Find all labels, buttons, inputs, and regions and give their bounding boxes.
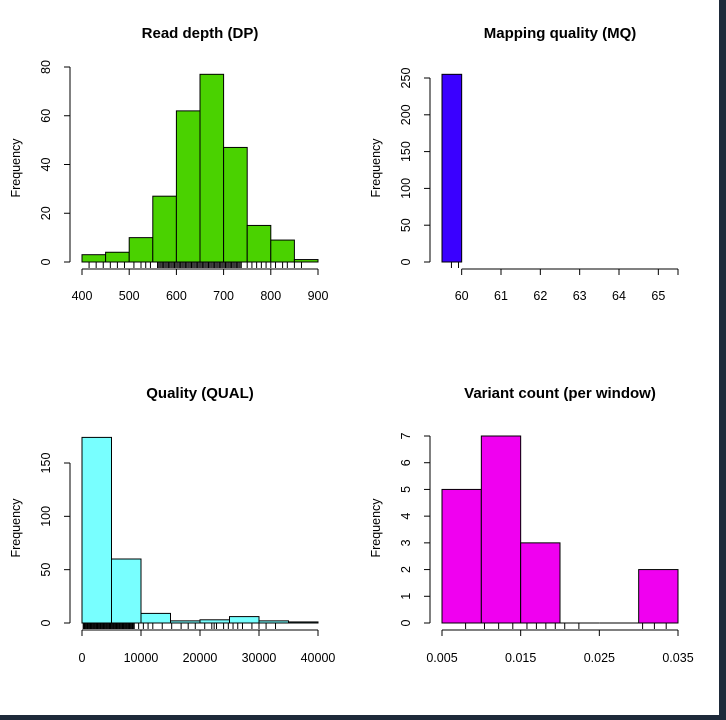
y-tick-label: 80 — [39, 60, 53, 74]
histogram-bar — [105, 251, 130, 263]
x-tick-label: 600 — [166, 289, 187, 303]
histogram-bar — [270, 239, 295, 263]
histogram-bar — [175, 110, 201, 263]
x-tick-label: 700 — [213, 289, 234, 303]
x-tick-label: 61 — [494, 289, 508, 303]
bars-layer — [441, 73, 463, 263]
histogram-bar — [223, 146, 248, 263]
y-tick-label: 7 — [399, 432, 413, 439]
y-tick-label: 3 — [399, 539, 413, 546]
histogram-bar — [258, 620, 289, 624]
panel-variant-count: Variant count (per window) Frequency 0.0… — [369, 385, 694, 665]
x-tick-label: 0.015 — [505, 651, 536, 665]
y-tick-label: 1 — [399, 593, 413, 600]
histogram-bar — [152, 195, 177, 263]
histogram-bar — [638, 569, 679, 624]
histogram-bar — [111, 558, 142, 624]
x-tick-label: 10000 — [124, 651, 159, 665]
axes-layer: 0.005 0.015 0.025 0.035 0 1 2 3 4 5 6 7 — [399, 432, 694, 665]
y-tick-label: 20 — [39, 206, 53, 220]
histogram-bar — [288, 621, 319, 624]
x-tick-label: 62 — [533, 289, 547, 303]
bars-layer — [81, 436, 319, 624]
panel-mapping-quality: Mapping quality (MQ) Frequency 60 61 62 63 6… — [369, 25, 679, 303]
x-tick-label: 0.025 — [584, 651, 615, 665]
y-tick-label: 100 — [399, 178, 413, 199]
histogram-bar — [480, 435, 522, 624]
x-tick-label: 0.035 — [662, 651, 693, 665]
x-tick-label: 0.005 — [426, 651, 457, 665]
y-tick-label: 100 — [39, 506, 53, 527]
axes-layer: 0 10000 20000 30000 40000 0 50 100 150 — [39, 453, 335, 665]
y-tick-label: 0 — [399, 258, 413, 265]
rug-layer — [465, 623, 667, 629]
y-tick-label: 6 — [399, 459, 413, 466]
y-axis-label: Frequency — [369, 498, 383, 558]
y-axis-label: Frequency — [9, 498, 23, 558]
y-axis-label: Frequency — [369, 138, 383, 198]
x-tick-label: 60 — [455, 289, 469, 303]
histogram-bar — [140, 612, 171, 624]
histogram-bar — [246, 224, 272, 263]
histogram-bar — [128, 237, 154, 263]
histogram-bar — [229, 616, 260, 624]
x-tick-label: 0 — [79, 651, 86, 665]
x-tick-label: 40000 — [301, 651, 336, 665]
y-tick-label: 4 — [399, 513, 413, 520]
y-tick-label: 50 — [399, 218, 413, 232]
y-tick-label: 0 — [399, 619, 413, 626]
y-tick-label: 60 — [39, 109, 53, 123]
histogram-bar — [441, 73, 463, 263]
panel-read-depth: Read depth (DP) Frequency 400 500 600 700 80… — [9, 25, 328, 303]
y-tick-label: 5 — [399, 486, 413, 493]
x-tick-label: 30000 — [242, 651, 277, 665]
bars-layer — [81, 73, 319, 263]
x-tick-label: 400 — [72, 289, 93, 303]
panel-quality: Quality (QUAL) Frequency 0 10000 20000 3000… — [9, 385, 335, 665]
rug-layer — [450, 262, 460, 268]
chart-title: Quality (QUAL) — [146, 385, 254, 402]
x-tick-label: 20000 — [183, 651, 218, 665]
y-tick-label: 50 — [39, 563, 53, 577]
y-tick-label: 150 — [399, 141, 413, 162]
x-tick-label: 500 — [119, 289, 140, 303]
y-tick-label: 0 — [39, 258, 53, 265]
histogram-bar — [293, 259, 319, 263]
rug-layer — [82, 623, 277, 629]
y-tick-label: 2 — [399, 566, 413, 573]
y-tick-label: 150 — [39, 453, 53, 474]
y-tick-label: 200 — [399, 104, 413, 125]
chart-title: Read depth (DP) — [142, 25, 259, 42]
axes-layer: 400 500 600 700 800 900 0 20 40 60 80 — [39, 60, 328, 303]
histogram-bar — [199, 73, 225, 263]
x-tick-label: 800 — [260, 289, 281, 303]
histogram-bar — [81, 254, 107, 263]
histogram-bar — [441, 488, 482, 624]
axes-layer: 60 61 62 63 64 65 0 50 100 150 200 250 — [399, 68, 679, 303]
y-tick-label: 250 — [399, 68, 413, 89]
histogram-bar — [520, 542, 561, 624]
y-tick-label: 40 — [39, 158, 53, 172]
histogram-bar — [81, 436, 112, 624]
x-tick-label: 63 — [573, 289, 587, 303]
y-axis-label: Frequency — [9, 138, 23, 198]
x-tick-label: 900 — [308, 289, 329, 303]
chart-title: Variant count (per window) — [464, 385, 656, 402]
chart-title: Mapping quality (MQ) — [484, 25, 636, 42]
y-tick-label: 0 — [39, 619, 53, 626]
histogram-bar — [170, 620, 201, 624]
bars-layer — [441, 435, 679, 624]
rug-layer — [88, 262, 302, 268]
histogram-bar — [199, 619, 230, 624]
x-tick-label: 64 — [612, 289, 626, 303]
x-tick-label: 65 — [651, 289, 665, 303]
